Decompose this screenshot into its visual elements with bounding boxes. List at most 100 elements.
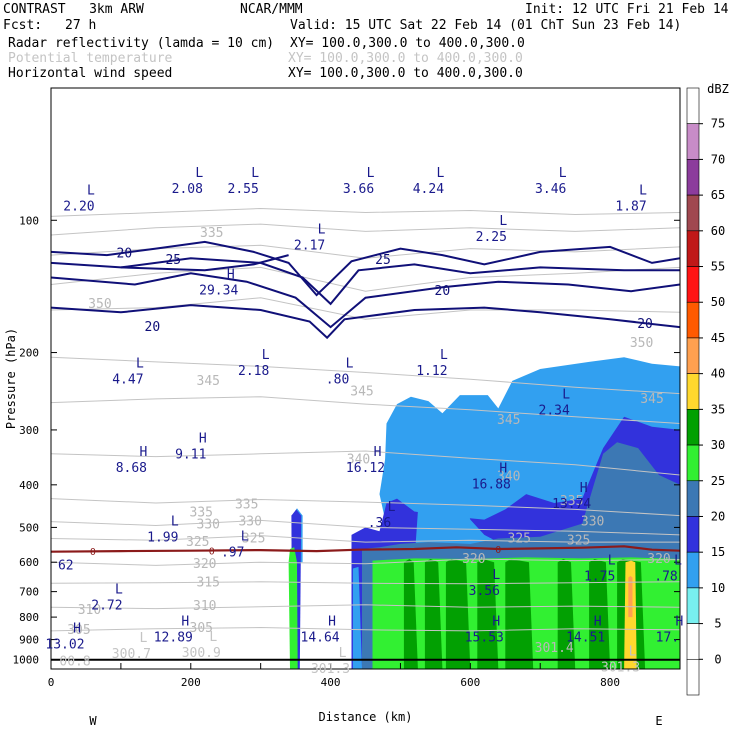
extremum-kind-H: H <box>227 268 235 283</box>
extremum-value: 3.66 <box>343 182 374 197</box>
y-tick-label: 1000 <box>13 654 40 667</box>
colorbar-label: 65 <box>711 188 725 202</box>
colorbar-label: 50 <box>711 295 725 309</box>
extremum-value: 2.17 <box>294 239 325 254</box>
theta-contour-2 <box>51 244 680 259</box>
theta-contour-12 <box>51 581 680 585</box>
theta-label: 345 <box>497 413 520 428</box>
extremum-kind-L: L <box>559 166 567 181</box>
colorbar-label: 75 <box>711 117 725 131</box>
x-axis-label: Distance (km) <box>319 710 413 724</box>
theta-contour-11 <box>51 558 680 566</box>
colorbar-bin <box>686 301 700 339</box>
colorbar-bin <box>686 87 700 125</box>
forecast-label: Fcst: <box>3 18 43 33</box>
colorbar-bin <box>686 266 700 303</box>
extremum-kind-L: L <box>608 554 616 569</box>
field-theta-xy: XY= 100.0,300.0 to 400.0,300.0 <box>288 51 523 66</box>
wind-label: 20 <box>435 284 451 299</box>
y-tick-label: 800 <box>19 611 39 624</box>
theta-contour-14 <box>51 626 680 632</box>
extremum-value: 1.87 <box>615 199 646 214</box>
colorbar-bin <box>686 373 700 410</box>
extremum-kind-L: L <box>388 500 396 515</box>
y-tick-label: 600 <box>19 556 39 569</box>
colorbar-bin <box>686 587 700 624</box>
colorbar-bin <box>686 230 700 267</box>
y-axis-label: Pressure (hPa) <box>4 328 18 429</box>
y-tick-label: 300 <box>19 424 39 437</box>
colorbar-bin <box>686 516 700 553</box>
extremum-kind-H: H <box>181 614 189 629</box>
extremum-value: .78 <box>654 570 677 585</box>
colorbar-unit: dBZ <box>707 82 729 96</box>
echo-30dbz-core-2 <box>445 559 471 669</box>
colorbar-bin <box>686 194 700 232</box>
extremum-kind-L: L <box>139 631 147 646</box>
colorbar-bin <box>686 658 700 696</box>
wind-contour-3 <box>51 304 680 340</box>
x-tick-label: 200 <box>181 676 201 689</box>
x-tick-label: 400 <box>321 676 341 689</box>
extremum-value: 13.02 <box>45 638 84 653</box>
zero-contour <box>51 545 680 553</box>
theta-label: 301.4 <box>535 641 574 656</box>
extremum-value: 2.20 <box>63 199 94 214</box>
colorbar-label: 55 <box>711 260 725 274</box>
theta-label: 330 <box>197 517 220 532</box>
field-reflectivity-xy: XY= 100.0,300.0 to 400.0,300.0 <box>290 36 525 51</box>
colorbar-label: 60 <box>711 224 725 238</box>
extremum-value: 16.88 <box>472 477 511 492</box>
extremum-value: 300.9 <box>182 646 221 661</box>
colorbar-label: 0 <box>714 652 721 666</box>
valid-time: Valid: 15 UTC Sat 22 Feb 14 (01 ChT Sun … <box>290 18 682 33</box>
extremum-value: 15.53 <box>465 630 504 645</box>
extremum-kind-L: L <box>171 515 179 530</box>
theta-label: 345 <box>350 384 373 399</box>
y-tick-label: 200 <box>19 347 39 360</box>
colorbar-label: 25 <box>711 474 725 488</box>
extremum-kind-L: L <box>115 583 123 598</box>
field-reflectivity: Radar reflectivity (lamda = 10 cm) <box>8 36 275 51</box>
colorbar-bin <box>686 623 700 660</box>
x-end-label-east: E <box>655 714 662 728</box>
extremum-value: 12.89 <box>154 630 193 645</box>
theta-label: 340 <box>347 452 370 467</box>
wind-contour-0 <box>51 240 680 297</box>
extremum-kind-L: L <box>674 554 682 569</box>
colorbar-label: 5 <box>714 617 721 631</box>
y-tick-label: 400 <box>19 479 39 492</box>
extremum-value: 9.11 <box>175 448 206 463</box>
theta-label: 345 <box>197 374 220 389</box>
theta-contour-7 <box>51 450 680 476</box>
colorbar-bin <box>686 337 700 374</box>
theta-label: 325 <box>186 535 209 550</box>
theta-contour-4 <box>51 297 680 320</box>
theta-label: 320 <box>647 552 670 567</box>
colorbar-label: 40 <box>711 367 725 381</box>
wind-contour-4 <box>120 254 289 272</box>
x-tick-label: 0 <box>48 676 55 689</box>
theta-contour-0 <box>51 207 680 217</box>
theta-label: 320 <box>462 552 485 567</box>
theta-contour-8 <box>51 498 680 517</box>
extremum-kind-H: H <box>676 614 684 629</box>
extremum-kind-L: L <box>639 183 647 198</box>
echo-10dbz-edge <box>352 566 362 669</box>
y-tick-label: 500 <box>19 521 39 534</box>
theta-label: 330 <box>238 515 261 530</box>
extremum-kind-L: L <box>241 530 249 545</box>
theta-contour-6 <box>51 396 680 424</box>
extremum-value: .80 <box>326 373 349 388</box>
extremum-kind-H: H <box>199 432 207 447</box>
colorbar-bin <box>686 409 700 446</box>
theta-contour-3 <box>51 266 680 292</box>
extremum-value: 1.75 <box>584 570 615 585</box>
colorbar-label: 20 <box>711 509 725 523</box>
extremum-kind-H: H <box>499 461 507 476</box>
extremum-value: 301.3 <box>601 660 640 675</box>
extremum-kind-H: H <box>374 445 382 460</box>
field-theta: Potential temperature <box>8 51 173 66</box>
